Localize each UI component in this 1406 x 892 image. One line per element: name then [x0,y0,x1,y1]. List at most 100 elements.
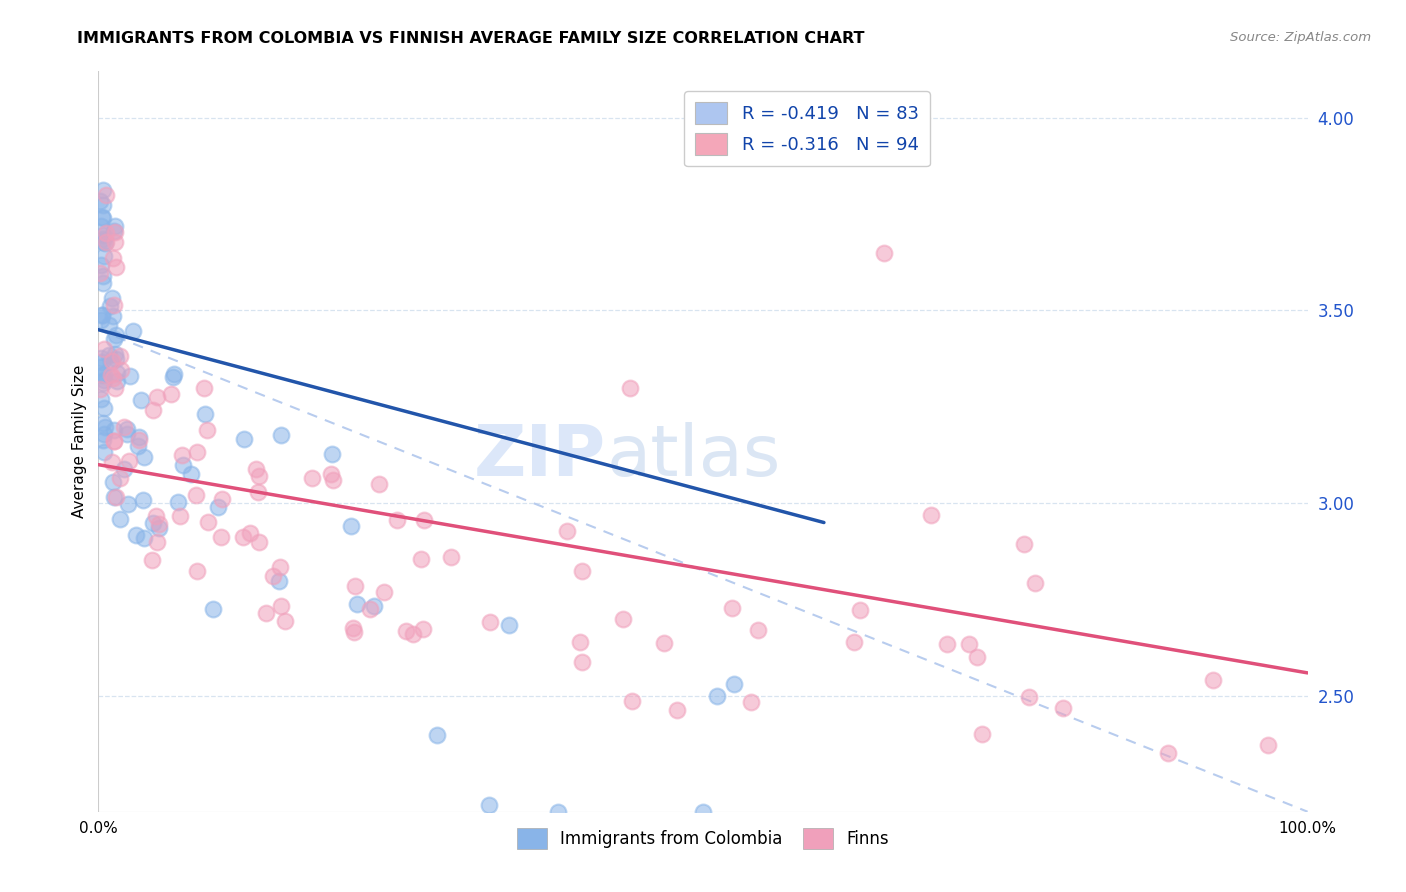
Point [93,426,115,441]
Point [363,599,385,614]
Point [172,458,194,472]
Point [142,403,165,417]
Point [91,211,114,226]
Y-axis label: Average Family Size: Average Family Size [72,365,87,518]
Point [197,515,219,529]
Text: atlas: atlas [606,422,780,491]
Point [93,445,115,459]
Point [121,325,143,339]
Point [920,508,942,522]
Point [91,228,114,243]
Point [89,313,111,327]
Point [498,618,520,632]
Point [202,602,225,616]
Point [359,602,381,616]
Point [118,454,141,468]
Point [440,549,463,564]
Point [105,366,128,380]
Point [194,407,217,421]
Point [180,467,202,481]
Point [101,252,124,266]
Point [104,219,127,233]
Point [665,702,688,716]
Point [103,226,125,240]
Point [93,367,115,381]
Point [692,805,714,819]
Point [321,447,343,461]
Legend: Immigrants from Colombia, Finns: Immigrants from Colombia, Finns [510,822,896,855]
Point [612,612,634,626]
Point [103,298,125,312]
Point [101,371,124,385]
Point [849,602,872,616]
Text: Source: ZipAtlas.com: Source: ZipAtlas.com [1230,31,1371,45]
Point [966,649,988,664]
Point [103,491,125,505]
Point [145,508,167,523]
Point [169,508,191,523]
Point [344,579,367,593]
Point [91,355,114,369]
Point [118,368,141,383]
Point [91,277,114,291]
Point [90,351,112,366]
Point [1201,673,1223,687]
Point [89,360,111,375]
Point [101,309,124,323]
Point [104,235,127,249]
Point [346,598,368,612]
Point [103,434,125,449]
Point [652,635,675,649]
Point [395,624,418,638]
Point [163,367,186,381]
Point [94,227,117,241]
Point [232,530,254,544]
Point [721,601,744,615]
Point [101,353,124,368]
Point [207,500,229,515]
Point [740,695,762,709]
Point [412,622,434,636]
Point [132,492,155,507]
Point [342,621,364,635]
Point [1257,738,1279,752]
Point [267,574,290,588]
Point [93,249,115,263]
Point [128,433,150,447]
Point [186,564,208,578]
Point [91,368,114,383]
Point [1052,701,1074,715]
Point [93,342,115,356]
Point [91,269,114,284]
Point [90,219,112,233]
Point [373,585,395,599]
Point [426,728,449,742]
Point [127,439,149,453]
Point [94,419,117,434]
Point [167,495,190,509]
Point [972,727,994,741]
Text: IMMIGRANTS FROM COLOMBIA VS FINNISH AVERAGE FAMILY SIZE CORRELATION CHART: IMMIGRANTS FROM COLOMBIA VS FINNISH AVER… [77,31,865,46]
Point [402,627,425,641]
Point [105,374,128,388]
Point [873,245,896,260]
Point [162,370,184,384]
Point [339,519,361,533]
Point [568,635,591,649]
Point [93,372,115,386]
Text: ZIP: ZIP [474,422,606,491]
Point [571,655,593,669]
Point [145,534,167,549]
Point [1024,576,1046,591]
Point [90,392,112,406]
Point [91,198,114,212]
Point [90,258,112,272]
Point [321,467,343,481]
Point [479,615,502,629]
Point [159,386,181,401]
Point [246,485,269,500]
Point [1018,690,1040,705]
Point [98,318,121,333]
Point [98,299,121,313]
Point [141,553,163,567]
